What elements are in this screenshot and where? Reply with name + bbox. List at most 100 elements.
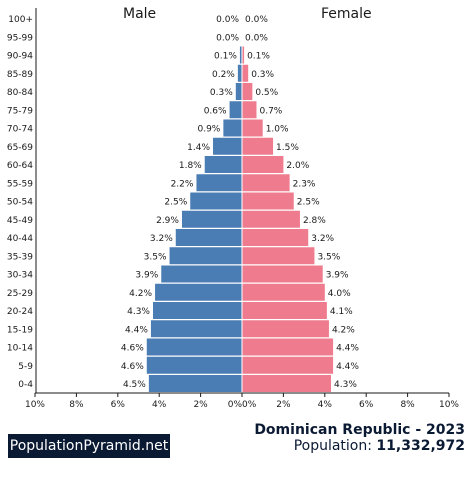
female-value-label: 1.0% [266, 125, 289, 135]
male-value-label: 0.0% [216, 33, 239, 43]
male-bar [150, 320, 242, 338]
female-value-label: 0.3% [251, 70, 274, 80]
age-group-label: 90-94 [7, 52, 33, 62]
male-bar [237, 64, 242, 82]
male-bar [146, 338, 242, 356]
age-group-label: 75-79 [7, 106, 33, 116]
age-group-label: 100+ [8, 15, 33, 25]
female-bar [242, 137, 274, 155]
female-bar [242, 247, 315, 265]
male-bar [181, 210, 242, 228]
age-group-label: 95-99 [7, 33, 33, 43]
female-value-label: 4.3% [334, 380, 357, 390]
male-value-label: 0.6% [204, 106, 227, 116]
female-bar [242, 265, 323, 283]
age-group-label: 60-64 [7, 161, 33, 171]
age-group-label: 5-9 [18, 362, 33, 372]
female-value-label: 0.0% [245, 15, 268, 25]
female-value-label: 4.2% [332, 325, 355, 335]
male-value-label: 0.3% [210, 88, 233, 98]
male-bar [169, 247, 242, 265]
female-bar [242, 229, 309, 246]
male-bar [213, 137, 242, 155]
x-tick-label-left: 4% [152, 400, 167, 410]
female-series-label: Female [321, 6, 372, 22]
x-tick-label-right: 10% [439, 400, 459, 410]
age-group-label: 10-14 [7, 344, 33, 354]
male-value-label: 4.6% [121, 344, 144, 354]
male-value-label: 3.5% [144, 252, 167, 262]
female-bar [242, 210, 300, 228]
male-value-label: 0.9% [197, 125, 220, 135]
age-group-label: 35-39 [7, 252, 33, 262]
female-bar [242, 283, 325, 301]
female-value-label: 4.4% [336, 362, 359, 372]
age-group-label: 85-89 [7, 70, 33, 80]
male-value-label: 3.9% [135, 271, 158, 281]
male-bar [235, 83, 242, 100]
male-bar [175, 229, 242, 246]
female-value-label: 1.5% [276, 143, 299, 153]
female-bar [242, 64, 249, 82]
female-value-label: 2.3% [293, 179, 316, 189]
female-bar [242, 302, 327, 319]
age-group-label: 70-74 [7, 125, 33, 135]
male-series-label: Male [123, 6, 157, 22]
x-tick-label-left: 6% [111, 400, 126, 410]
male-bar [196, 174, 242, 192]
age-group-label: 25-29 [7, 289, 33, 299]
male-value-label: 1.4% [187, 143, 210, 153]
population-total: Population: 11,332,972 [294, 438, 465, 454]
male-bar [152, 302, 242, 319]
female-value-label: 3.9% [326, 271, 349, 281]
female-value-label: 4.0% [328, 289, 351, 299]
x-tick-label-right: 6% [359, 400, 374, 410]
country-year-title: Dominican Republic - 2023 [254, 422, 465, 438]
age-group-label: 45-49 [7, 216, 33, 226]
female-value-label: 0.0% [245, 33, 268, 43]
male-value-label: 0.2% [212, 70, 235, 80]
female-value-label: 0.7% [259, 106, 282, 116]
age-group-label: 50-54 [7, 198, 33, 208]
population-pyramid-chart: 100+ 0.0% 0.0% 95-99 0.0% 0.0% 90-94 0.1% 0.1% 85… [7, 8, 459, 410]
female-bar [242, 320, 329, 338]
age-group-label: 55-59 [7, 179, 33, 189]
x-tick-label-right: 0% [242, 400, 257, 410]
female-bar [242, 174, 290, 192]
age-group-label: 80-84 [7, 88, 33, 98]
male-bar [161, 265, 242, 283]
female-value-label: 0.5% [255, 88, 278, 98]
x-tick-label-right: 2% [276, 400, 291, 410]
male-bar [239, 46, 242, 64]
female-value-label: 3.2% [311, 234, 334, 244]
female-bar [242, 192, 294, 210]
population-value: 11,332,972 [376, 438, 465, 454]
population-label: Population: [293, 438, 372, 454]
x-tick-label-right: 4% [318, 400, 333, 410]
female-value-label: 3.5% [317, 252, 340, 262]
male-bar [190, 192, 242, 210]
female-bar [242, 83, 253, 100]
male-bar [223, 119, 242, 137]
male-bar [204, 156, 242, 173]
x-tick-label-left: 0% [228, 400, 243, 410]
female-bar [242, 156, 284, 173]
male-value-label: 2.5% [164, 198, 187, 208]
age-group-label: 40-44 [7, 234, 33, 244]
female-bar [242, 338, 334, 356]
male-bar [146, 356, 242, 374]
male-value-label: 0.1% [214, 52, 237, 62]
female-bar [242, 375, 332, 392]
male-value-label: 4.2% [129, 289, 152, 299]
age-group-label: 15-19 [7, 325, 33, 335]
site-brand-badge: PopulationPyramid.net [8, 434, 170, 458]
male-value-label: 0.0% [216, 15, 239, 25]
female-value-label: 4.4% [336, 344, 359, 354]
female-bar [242, 356, 334, 374]
male-value-label: 4.6% [121, 362, 144, 372]
male-bar [229, 101, 242, 119]
male-value-label: 2.2% [171, 179, 194, 189]
female-bar [242, 101, 257, 119]
male-bar [148, 375, 242, 392]
x-tick-label-left: 8% [69, 400, 84, 410]
